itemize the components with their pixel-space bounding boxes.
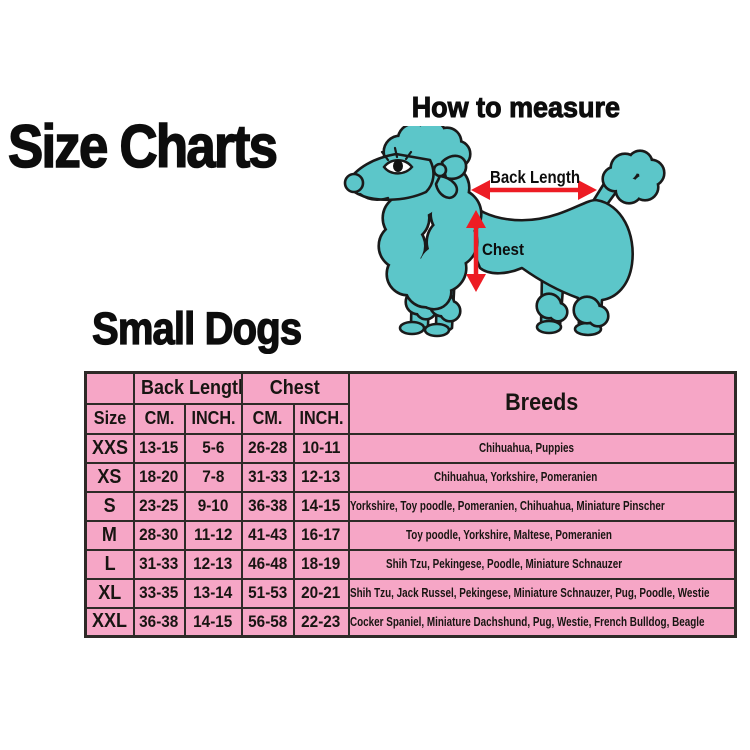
breeds-column-header: Breeds [347, 371, 737, 435]
back-inch-cell: 9-10 [183, 490, 243, 522]
chest-inch-cell: 16-17 [292, 519, 350, 551]
back-cm-cell: 13-15 [132, 432, 186, 464]
chest-column-header: Chest [240, 371, 350, 405]
back-cm-cell: 23-25 [132, 490, 186, 522]
breeds-cell: Cocker Spaniel, Miniature Dachshund, Pug… [347, 606, 737, 638]
poodle-bow [432, 154, 468, 200]
size-header-label: Size [93, 408, 126, 428]
table-row-xl: XL 33-35 13-14 51-53 20-21 Shih Tzu, Jac… [84, 577, 737, 609]
chest-cm-cell: 56-58 [240, 606, 295, 638]
size-column-header: Size [84, 402, 135, 435]
table-unit-header-row: Size CM. INCH. CM. INCH. [84, 402, 736, 435]
chest-inch-cell: 14-15 [292, 490, 350, 522]
chest-cm-cell: 36-38 [240, 490, 295, 522]
back-cm-header: CM. [132, 402, 186, 435]
size-chart-table: Back Length Chest Breeds Size CM. INCH. … [84, 371, 738, 638]
back-cm-cell: 18-20 [132, 461, 186, 493]
chest-inch-cell: 12-13 [292, 461, 350, 493]
size-cell: XXS [84, 432, 135, 464]
empty-corner-cell [84, 371, 135, 405]
breeds-cell: Toy poodle, Yorkshire, Maltese, Pomerani… [347, 519, 737, 551]
breeds-cell: Shih Tzu, Pekingese, Poodle, Miniature S… [347, 548, 737, 580]
back-inch-header: INCH. [183, 402, 243, 435]
page-title: Size Charts [7, 113, 278, 181]
chest-inch-cell: 10-11 [292, 432, 350, 464]
poodle-eyelashes [380, 146, 413, 162]
chest-header-label: Chest [269, 376, 321, 399]
chest-inch-cell: 22-23 [292, 606, 350, 638]
chest-arrow-label: Chest [482, 241, 524, 259]
size-cell: L [84, 548, 135, 580]
back-inch-cell: 11-12 [183, 519, 243, 551]
table-row-xs: XS 18-20 7-8 31-33 12-13 Chihuahua, York… [84, 461, 737, 493]
back-length-column-header: Back Length [132, 371, 243, 405]
back-cm-cell: 31-33 [132, 548, 186, 580]
chest-inch-cell: 18-19 [292, 548, 350, 580]
size-cell: XL [84, 577, 135, 609]
back-length-arrow-label: Back Length [490, 167, 580, 187]
table-row-xxs: XXS 13-15 5-6 26-28 10-11 Chihuahua, Pup… [84, 432, 737, 464]
chest-inch-cell: 20-21 [292, 577, 350, 609]
breeds-cell: Yorkshire, Toy poodle, Pomeranien, Chihu… [347, 490, 737, 522]
table-group-header-row: Back Length Chest Breeds [84, 371, 737, 435]
breeds-header-label: Breeds [505, 389, 579, 417]
breeds-cell: Chihuahua, Puppies [347, 432, 737, 464]
table-row-s: S 23-25 9-10 36-38 14-15 Yorkshire, Toy … [84, 490, 737, 522]
size-cell: XXL [84, 606, 135, 638]
chest-cm-cell: 41-43 [240, 519, 295, 551]
chest-cm-cell: 26-28 [240, 432, 295, 464]
chest-cm-cell: 46-48 [240, 548, 295, 580]
poodle-nose [343, 172, 365, 194]
table-row-xxl: XXL 36-38 14-15 56-58 22-23 Cocker Spani… [84, 606, 737, 638]
back-inch-cell: 12-13 [183, 548, 243, 580]
back-inch-cell: 7-8 [183, 461, 243, 493]
chest-cm-cell: 51-53 [240, 577, 295, 609]
back-length-header-label: Back Length [140, 376, 242, 399]
breeds-cell: Chihuahua, Yorkshire, Pomeranien [347, 461, 737, 493]
table-row-m: M 28-30 11-12 41-43 16-17 Toy poodle, Yo… [84, 519, 737, 551]
poodle-smile [358, 192, 390, 201]
breeds-cell: Shih Tzu, Jack Russel, Pekingese, Miniat… [347, 577, 737, 609]
back-inch-cell: 13-14 [183, 577, 243, 609]
poodle-measure-diagram: .ln { fill:#5cc6c9; stroke:#1a1a1a; stro… [343, 126, 672, 338]
size-cell: XS [84, 461, 135, 493]
back-cm-cell: 28-30 [132, 519, 186, 551]
back-cm-cell: 36-38 [132, 606, 186, 638]
table-row-l: L 31-33 12-13 46-48 18-19 Shih Tzu, Peki… [84, 548, 737, 580]
back-inch-cell: 5-6 [183, 432, 243, 464]
back-inch-cell: 14-15 [183, 606, 243, 638]
size-cell: M [84, 519, 135, 551]
chest-cm-header: CM. [240, 402, 295, 435]
back-length-arrow [471, 180, 597, 200]
chest-inch-header: INCH. [292, 402, 350, 435]
back-cm-cell: 33-35 [132, 577, 186, 609]
chest-arrow [466, 210, 486, 292]
how-to-measure-heading: How to measure [411, 92, 621, 125]
chest-cm-cell: 31-33 [240, 461, 295, 493]
section-heading-small-dogs: Small Dogs [91, 302, 302, 354]
size-cell: S [84, 490, 135, 522]
